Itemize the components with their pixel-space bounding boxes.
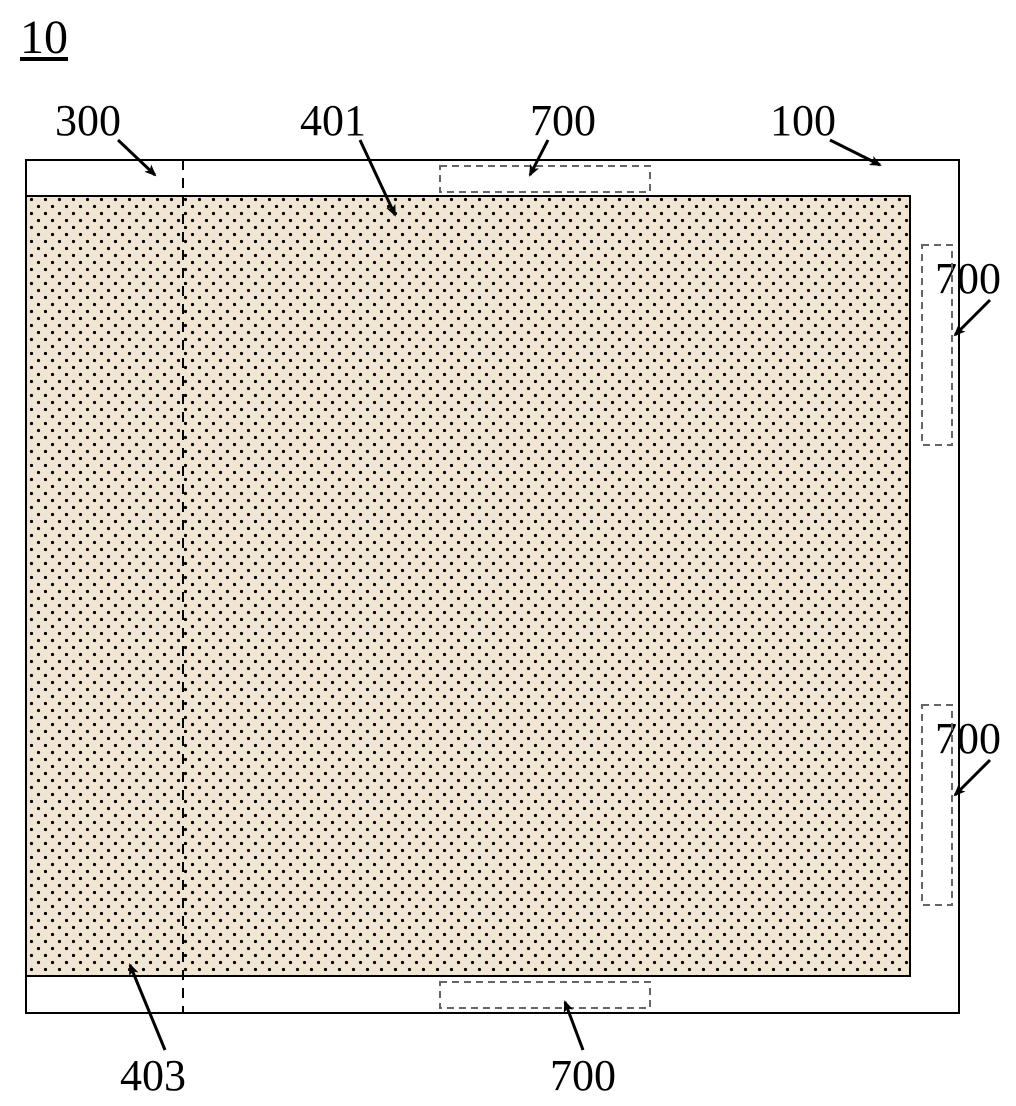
leader-300 — [118, 140, 155, 175]
dashed-box-bottom — [440, 982, 650, 1008]
dotted-region-401 — [26, 196, 910, 976]
leader-700-top — [530, 140, 548, 175]
leader-700-right-upper — [955, 300, 990, 335]
leader-700-bottom — [565, 1002, 583, 1050]
dashed-box-top — [440, 166, 650, 192]
leader-100 — [830, 140, 880, 165]
dashed-box-right-lower — [922, 705, 952, 905]
leader-403 — [130, 965, 165, 1050]
dashed-box-right-upper — [922, 245, 952, 445]
diagram-svg — [0, 0, 1016, 1106]
leader-700-right-lower — [955, 760, 990, 795]
